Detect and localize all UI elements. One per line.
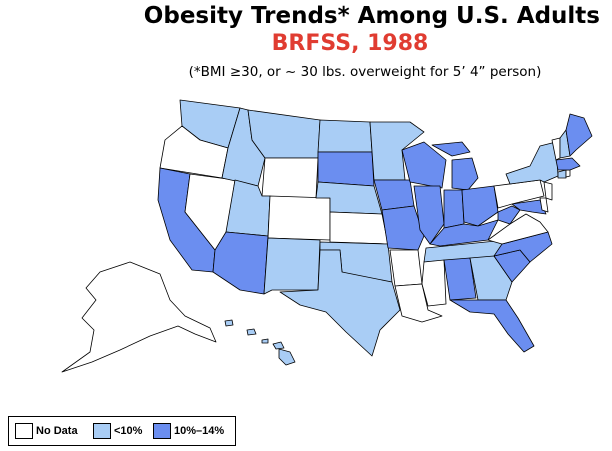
- state-mississippi: [421, 259, 447, 307]
- state-michigan: [431, 141, 479, 191]
- state-illinois: [413, 185, 445, 245]
- state-maine: [565, 113, 593, 157]
- state-iowa: [373, 179, 415, 211]
- state-florida: [449, 299, 535, 353]
- state-delaware: [539, 197, 549, 213]
- state-massachusetts: [555, 157, 581, 171]
- state-wisconsin: [401, 141, 447, 189]
- state-arizona: [212, 231, 269, 295]
- state-missouri: [381, 205, 425, 251]
- state-south-dakota: [317, 151, 375, 187]
- legend-label-lt10: <10%: [114, 425, 143, 437]
- state-alaska: [61, 261, 217, 373]
- legend-swatch-10-14: [153, 423, 171, 439]
- state-west-virginia: [497, 205, 521, 225]
- state-maryland: [511, 199, 547, 215]
- state-arkansas: [389, 249, 423, 287]
- state-wyoming: [261, 157, 319, 199]
- state-alabama: [443, 257, 477, 301]
- state-hawaii: [224, 319, 296, 366]
- legend-item-no-data: No Data: [15, 422, 78, 440]
- state-new-york: [505, 141, 559, 185]
- state-ohio: [461, 185, 499, 227]
- state-kentucky: [429, 219, 499, 247]
- legend-swatch-lt10: [93, 423, 111, 439]
- state-kansas: [329, 211, 389, 245]
- state-new-mexico: [263, 237, 321, 295]
- state-new-jersey: [543, 181, 553, 201]
- legend-label-10-14: 10%–14%: [174, 425, 225, 437]
- state-indiana: [443, 189, 465, 229]
- map-title: Obesity Trends* Among U.S. Adults: [143, 3, 600, 29]
- state-rhode-island: [565, 169, 571, 178]
- bmi-note: (*BMI ≥30, or ~ 30 lbs. overweight for 5…: [188, 64, 542, 80]
- map-legend: No Data <10% 10%–14%: [8, 416, 236, 446]
- state-north-dakota: [317, 119, 373, 153]
- legend-item-lt10: <10%: [93, 422, 142, 440]
- legend-swatch-no-data: [15, 423, 33, 439]
- map-subtitle: BRFSS, 1988: [271, 31, 429, 56]
- state-colorado: [267, 195, 331, 241]
- legend-label-no-data: No Data: [36, 425, 78, 437]
- legend-item-10-14: 10%–14%: [153, 422, 224, 440]
- state-connecticut: [557, 169, 567, 179]
- state-texas: [279, 249, 401, 357]
